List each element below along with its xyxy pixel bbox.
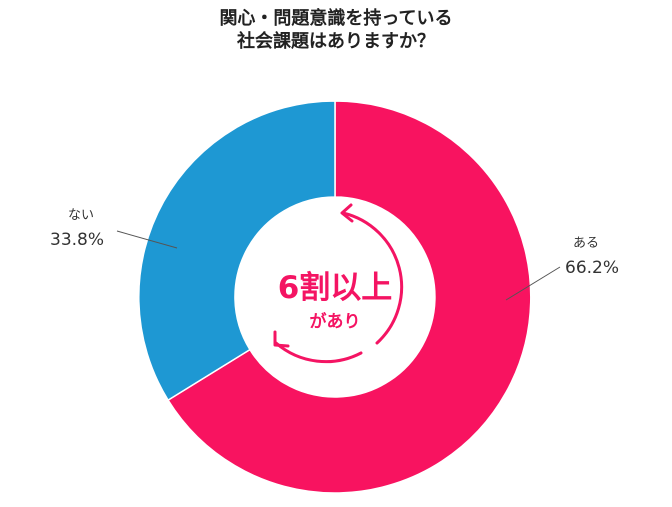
label-yes-category: ある: [573, 236, 600, 251]
chart-title-line-2: 社会課題はありますか？: [237, 31, 435, 52]
cycle-arrows-icon: [273, 203, 404, 364]
center-annotation-sub: があり: [309, 312, 361, 332]
label-yes-percent: 66.2%: [565, 258, 620, 278]
label-no-percent: 33.8%: [50, 230, 105, 250]
chart-title: 関心・問題意識を持っている 社会課題はありますか？: [0, 7, 672, 53]
slice-no: [138, 100, 336, 402]
leader-line-yes: [505, 266, 561, 301]
leader-line-no: [116, 230, 178, 249]
center-annotation-main: 6割以上: [277, 270, 393, 306]
chart-title-line-1: 関心・問題意識を持っている: [219, 8, 453, 29]
label-no-category: ない: [68, 208, 95, 223]
slice-yes: [167, 100, 532, 494]
